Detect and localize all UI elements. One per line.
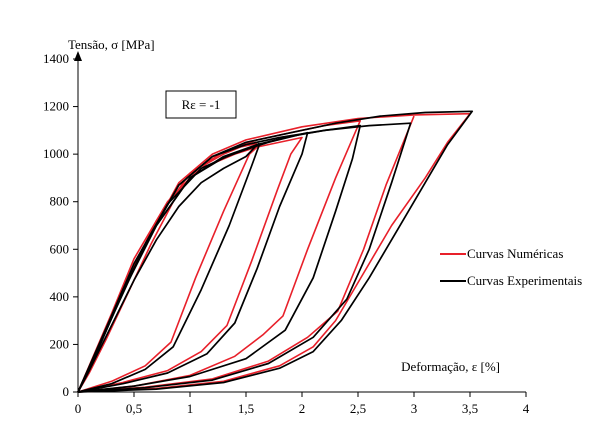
y-tick-label: 600 [50,241,70,256]
x-tick-label: 2,5 [350,401,366,416]
numerical-curve-2 [77,142,261,393]
x-tick-label: 3,5 [462,401,478,416]
x-tick-label: 0 [75,401,82,416]
y-tick-label: 400 [50,289,70,304]
curves [77,110,474,393]
y-tick-label: 0 [63,384,70,399]
axes: 0 0,5 1 1,5 2 2,5 3 3,5 4 0 200 400 600 800 1000 1200 1… [43,51,530,416]
experimental-curve-1 [77,142,260,393]
y-tick-label: 1200 [43,99,69,114]
x-tick-label: 3 [411,401,418,416]
annotation-box: Rε = -1 [165,90,237,119]
y-ticks: 0 200 400 600 800 1000 1200 1400 [43,51,78,399]
y-tick-label: 800 [50,194,70,209]
numerical-curve-3 [77,136,303,393]
annotation-frame [165,90,237,119]
x-ticks: 0 0,5 1 1,5 2 2,5 3 3,5 4 [75,392,530,416]
y-tick-label: 200 [50,336,70,351]
annotation-label: Rε = -1 [182,97,221,112]
y-tick-label: 1000 [43,146,69,161]
x-tick-label: 1 [187,401,194,416]
x-tick-label: 4 [523,401,530,416]
legend-label-experimentais: Curvas Experimentais [467,273,582,288]
experimental-curve-6 [77,110,474,393]
y-axis-title: Tensão, σ [MPa] [68,37,155,52]
numerical-curve-6 [77,112,471,393]
x-tick-label: 1,5 [238,401,254,416]
y-tick-label: 1400 [43,51,69,66]
legend: Curvas Numéricas Curvas Experimentais [440,246,582,288]
x-tick-label: 0,5 [126,401,142,416]
legend-label-numericas: Curvas Numéricas [467,246,563,261]
x-tick-label: 2 [299,401,306,416]
x-axis-title: Deformação, ε [%] [401,359,500,374]
